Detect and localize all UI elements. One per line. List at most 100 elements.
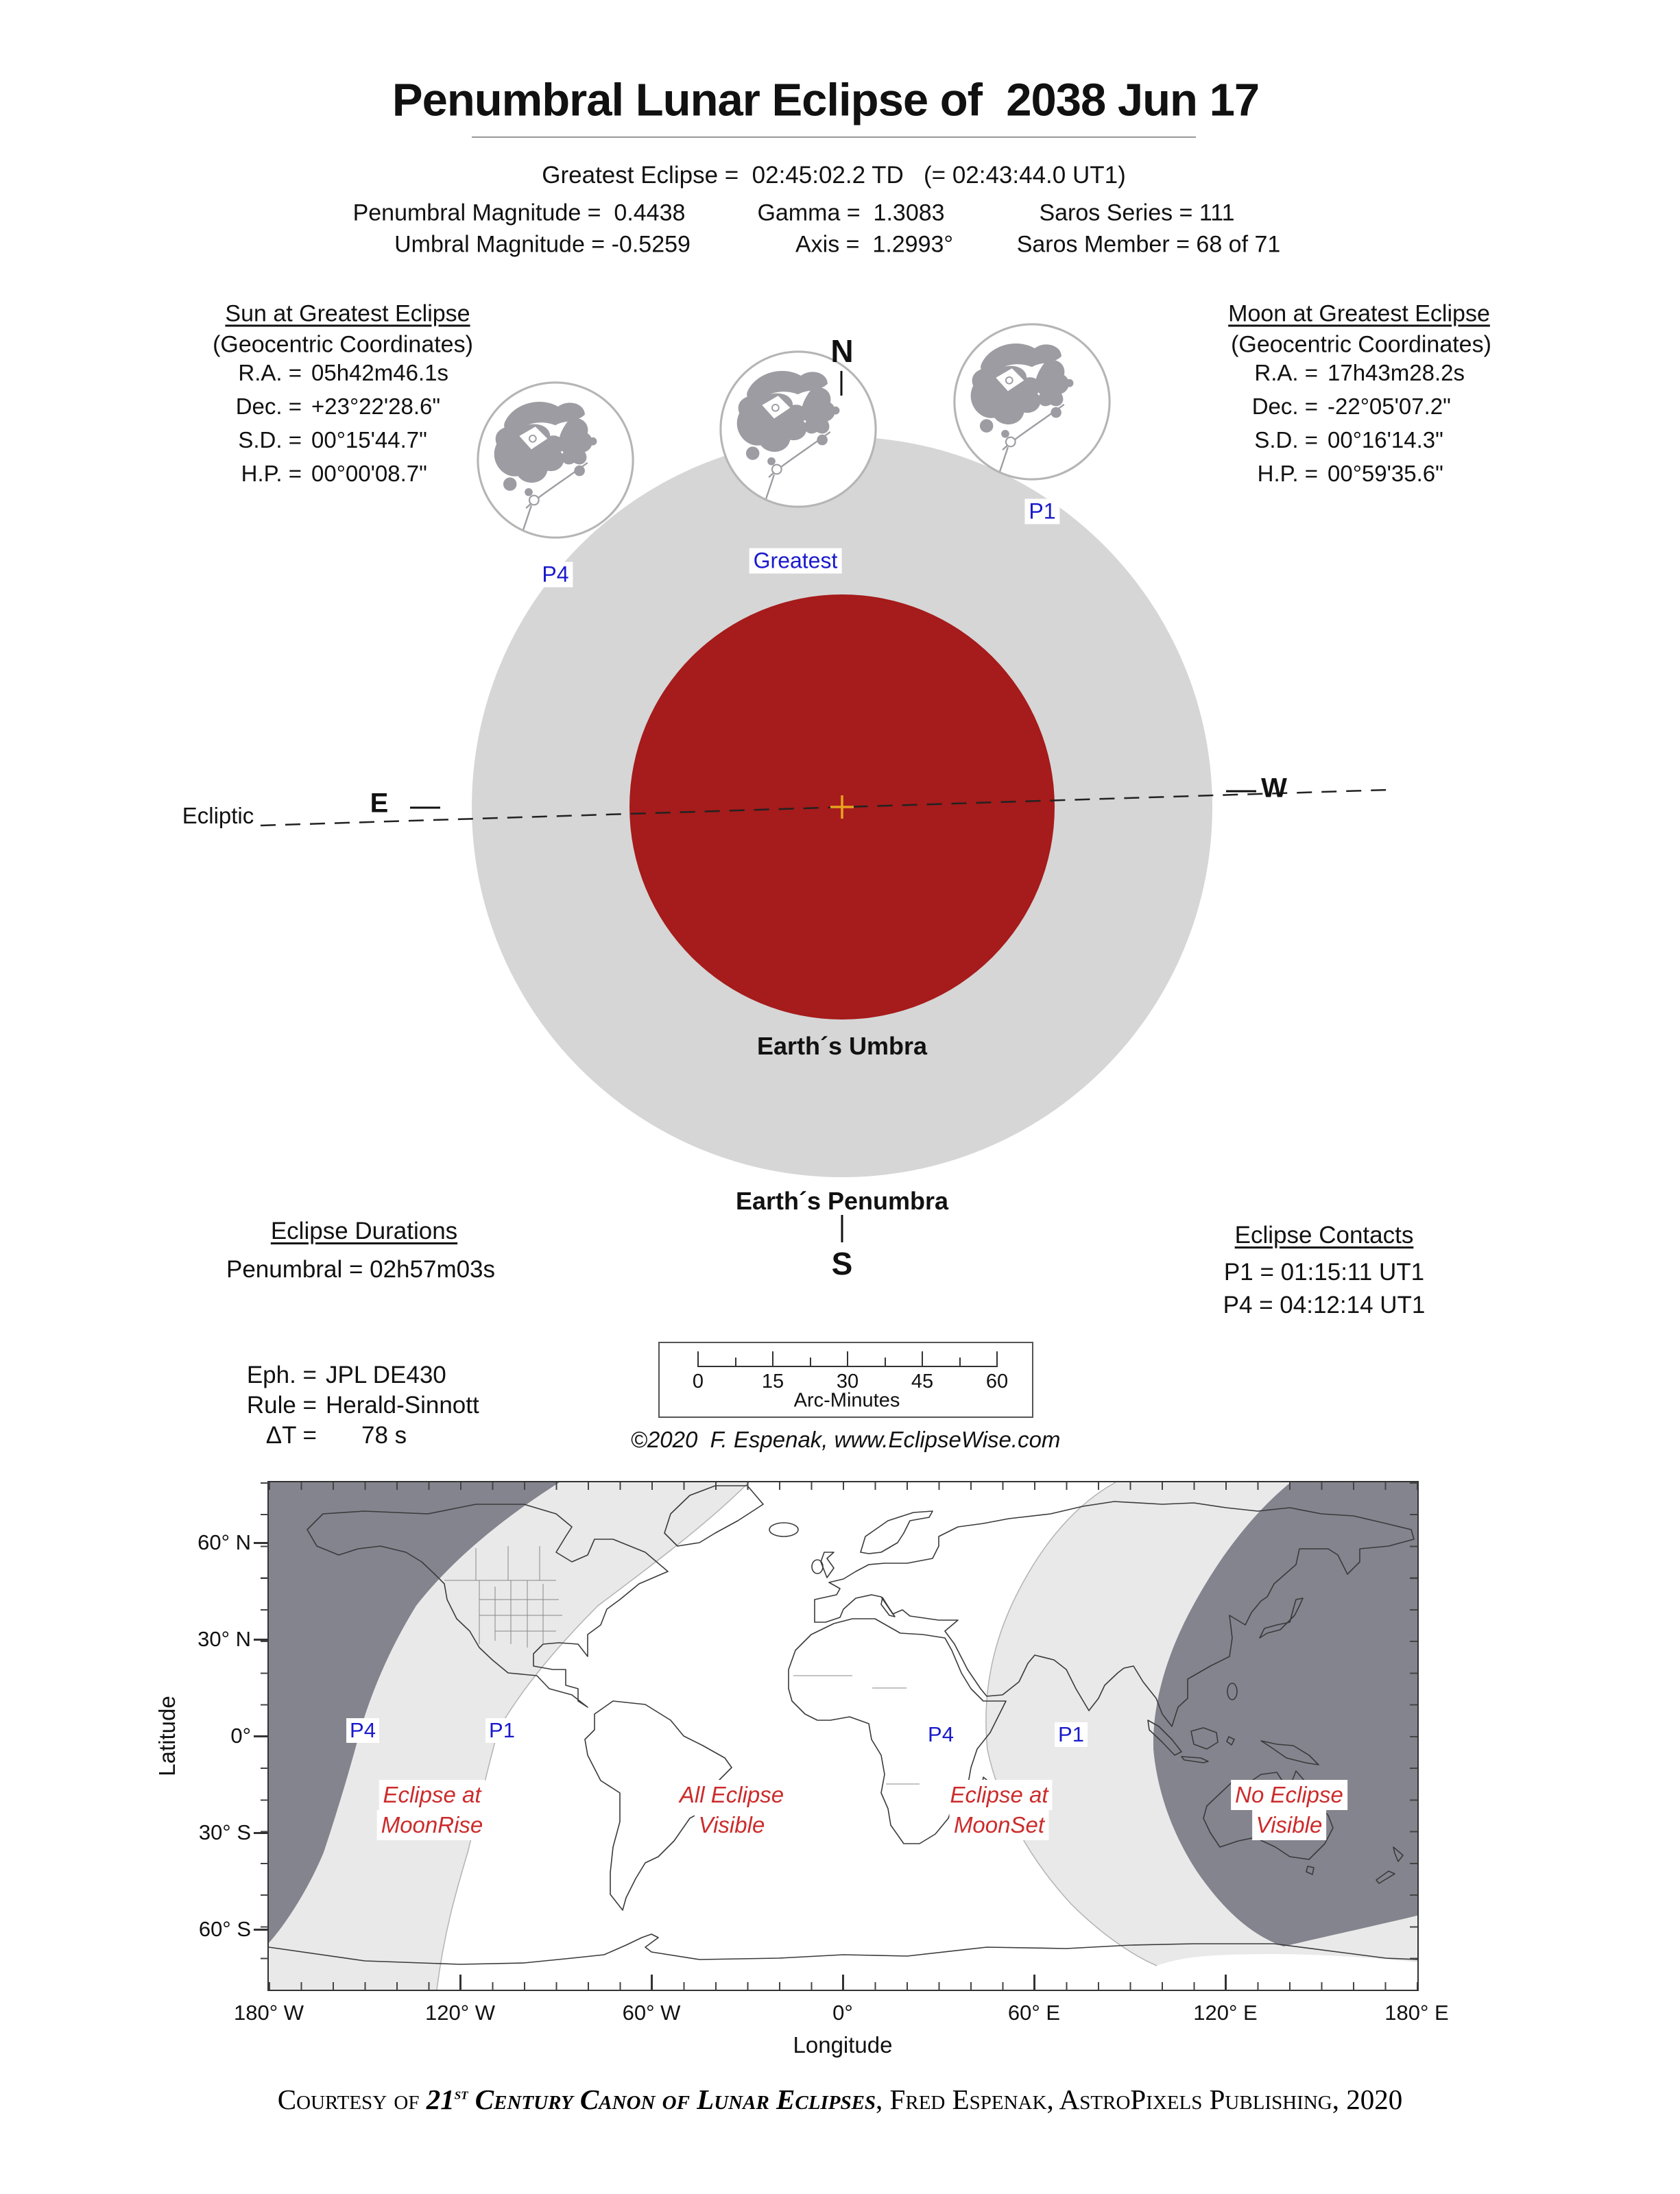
saros-series: Saros Series = 111	[1039, 200, 1235, 226]
scale-tick-major	[772, 1351, 773, 1366]
moon-ra-label: R.A. =	[1254, 360, 1318, 385]
lat-label-30n: 30° N	[197, 1627, 251, 1651]
north-label: N	[830, 333, 854, 369]
scale-tick-major	[922, 1351, 923, 1366]
scale-unit-label: Arc-Minutes	[793, 1389, 900, 1412]
scale-tick-minor	[884, 1358, 886, 1366]
sun-dec-row: Dec. = +23°22'28.6"	[226, 389, 440, 424]
lat-label-60s: 60° S	[198, 1917, 251, 1941]
sun-sd-value: 00°15'44.7"	[311, 427, 427, 453]
north-america	[307, 1504, 669, 1708]
moonset-line2: MoonSet	[949, 1810, 1049, 1840]
rule-label: Rule =	[246, 1392, 317, 1419]
longitude-axis-label: Longitude	[793, 2032, 893, 2058]
map-p1-set-label: P1	[1055, 1722, 1088, 1747]
rule-value: Herald-Sinnott	[326, 1392, 479, 1419]
sun-block-title: Sun at Greatest Eclipse	[225, 300, 470, 327]
world-map-svg	[269, 1482, 1417, 1990]
lon-major-tick	[459, 1975, 461, 1990]
australia	[1203, 1770, 1334, 1860]
scale-tick-major	[697, 1351, 699, 1366]
eurasia	[814, 1501, 1415, 1727]
lat-label-0: 0°	[230, 1724, 251, 1748]
latitude-axis-label: Latitude	[154, 1696, 180, 1776]
lon-label-120w: 120° W	[425, 2001, 495, 2025]
ireland	[811, 1559, 824, 1574]
moon-at-p1	[953, 323, 1111, 481]
no-eclipse-line2: Visible	[1251, 1810, 1327, 1840]
footer-book-rest: Century Canon of Lunar Eclipses	[468, 2084, 876, 2115]
lon-major-tick	[1033, 1975, 1035, 1990]
ephemeris-row: Eph. = JPL DE430	[214, 1362, 446, 1389]
sun-dec-value: +23°22'28.6"	[311, 394, 441, 419]
courtesy-footer: Courtesy of 21st Century Canon of Lunar …	[278, 2083, 1402, 2116]
scale-tick-minor	[734, 1358, 736, 1366]
scale-baseline	[697, 1366, 998, 1367]
new-guinea	[1260, 1740, 1319, 1765]
new-zealand-south	[1376, 1870, 1395, 1884]
moonrise-line2: MoonRise	[376, 1810, 488, 1840]
ecliptic-label: Ecliptic	[182, 803, 254, 828]
east-label: E	[370, 788, 389, 819]
sun-block-subtitle: (Geocentric Coordinates)	[213, 331, 473, 358]
new-zealand-north	[1393, 1846, 1404, 1862]
scale-tick-major	[996, 1351, 998, 1366]
moon-at-greatest	[719, 350, 877, 508]
saros-member: Saros Member = 68 of 71	[1016, 231, 1281, 258]
moon-block-title: Moon at Greatest Eclipse	[1228, 300, 1490, 327]
greatest-label: Greatest	[749, 548, 842, 574]
lon-major-tick	[1225, 1975, 1227, 1990]
map-p4-set-label: P4	[924, 1722, 957, 1747]
west-label: W	[1261, 773, 1287, 804]
scale-tick-minor	[959, 1358, 961, 1366]
philippines	[1227, 1683, 1238, 1700]
lat-major-tick	[254, 1735, 269, 1737]
south-label: S	[831, 1246, 853, 1281]
moon-sd-value: 00°16'14.3"	[1328, 427, 1443, 453]
p4-set-curve	[985, 1482, 1157, 1966]
sun-hp-label: H.P. =	[241, 461, 302, 486]
shadow-center-cross-icon	[830, 795, 854, 819]
delta-t-row: ΔT = 78 s	[214, 1422, 407, 1449]
coastlines	[269, 1485, 1417, 1965]
sun-ra-value: 05h42m46.1s	[311, 360, 448, 385]
moon-ra-row: R.A. = 17h43m28.2s	[1243, 356, 1465, 390]
japan	[1259, 1598, 1304, 1639]
lon-major-tick	[842, 1975, 844, 1990]
map-moonrise-annotation: Eclipse at MoonRise	[376, 1780, 488, 1840]
visibility-map: 60° N 30° N 0° 30° S 60° S 180° W 120° W…	[154, 1481, 1449, 2058]
moon-dec-row: Dec. = -22°05'07.2"	[1243, 389, 1451, 424]
moon-block-subtitle: (Geocentric Coordinates)	[1231, 331, 1491, 358]
sun-hp-row: H.P. = 00°00'08.7"	[226, 457, 427, 491]
lat-major-tick	[254, 1831, 269, 1834]
axis-value: Axis = 1.2993°	[795, 231, 954, 258]
footer-book-title: 21st Century Canon of Lunar Eclipses	[427, 2084, 876, 2115]
no-eclipse-line1: No Eclipse	[1231, 1780, 1347, 1810]
moon-at-p4	[477, 381, 634, 539]
map-moonrise-zone	[269, 1482, 749, 1990]
south-america	[584, 1700, 732, 1911]
contacts-title: Eclipse Contacts	[1234, 1222, 1414, 1249]
lat-major-tick	[254, 1928, 269, 1931]
lon-label-180e: 180° E	[1384, 2001, 1449, 2025]
lat-label-30s: 30° S	[198, 1820, 251, 1844]
gamma-value: Gamma = 1.3083	[757, 200, 945, 226]
scale-tick-minor	[809, 1358, 811, 1366]
java	[1181, 1756, 1209, 1763]
p1-contact-label: P1	[1024, 498, 1060, 525]
sulawesi	[1226, 1736, 1235, 1746]
delta-t-label: ΔT =	[265, 1422, 317, 1449]
all-visible-line1: All Eclipse	[675, 1780, 789, 1810]
lon-label-180w: 180° W	[234, 2001, 304, 2025]
eph-value: JPL DE430	[326, 1362, 446, 1388]
durations-penumbral: Penumbral = 02h57m03s	[226, 1256, 496, 1283]
p4-contact-label: P4	[538, 562, 573, 588]
borneo	[1190, 1727, 1219, 1750]
moon-dec-label: Dec. =	[1251, 394, 1318, 419]
moonset-line1: Eclipse at	[946, 1780, 1053, 1810]
page-title: Penumbral Lunar Eclipse of 2038 Jun 17	[392, 74, 1260, 126]
sun-ra-label: R.A. =	[238, 360, 302, 385]
antarctica-coast	[269, 1933, 1417, 1965]
map-all-visible-annotation: All Eclipse Visible	[675, 1780, 789, 1840]
